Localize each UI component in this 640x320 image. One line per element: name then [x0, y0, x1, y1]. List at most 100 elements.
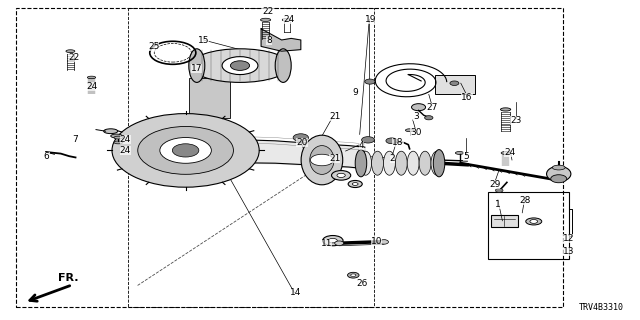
Text: 16: 16: [461, 93, 473, 102]
Text: TRV4B3310: TRV4B3310: [579, 303, 623, 312]
Text: 5: 5: [463, 152, 468, 161]
Ellipse shape: [328, 238, 337, 243]
Ellipse shape: [260, 18, 271, 21]
Bar: [435, 75, 475, 94]
Circle shape: [386, 138, 397, 144]
Circle shape: [138, 126, 234, 174]
Ellipse shape: [383, 151, 396, 175]
Ellipse shape: [111, 134, 122, 138]
Text: 22: 22: [262, 7, 274, 16]
Text: 24: 24: [120, 135, 131, 144]
Text: 20: 20: [296, 138, 308, 147]
Text: 12: 12: [563, 234, 574, 243]
Ellipse shape: [406, 129, 414, 132]
Text: 9: 9: [353, 88, 358, 97]
Ellipse shape: [547, 166, 571, 182]
Text: 13: 13: [563, 247, 574, 256]
Ellipse shape: [323, 236, 343, 246]
Circle shape: [230, 61, 250, 70]
Text: 17: 17: [191, 64, 202, 73]
Text: 14: 14: [290, 288, 301, 297]
Ellipse shape: [337, 173, 346, 178]
Text: 28: 28: [519, 196, 531, 204]
Text: 19: 19: [365, 15, 377, 24]
Ellipse shape: [66, 50, 75, 53]
Ellipse shape: [114, 136, 123, 139]
Circle shape: [172, 144, 199, 157]
Ellipse shape: [550, 175, 567, 183]
Bar: [488, 192, 569, 259]
Bar: [128, 8, 374, 307]
Ellipse shape: [355, 150, 367, 177]
Text: 3: 3: [413, 112, 419, 121]
Circle shape: [365, 79, 375, 84]
Text: 10: 10: [371, 237, 382, 246]
Circle shape: [450, 81, 459, 85]
Text: 26: 26: [356, 279, 367, 288]
Ellipse shape: [501, 152, 510, 155]
Text: 7: 7: [73, 135, 78, 144]
Ellipse shape: [530, 220, 538, 223]
Ellipse shape: [412, 104, 426, 111]
Ellipse shape: [360, 151, 372, 175]
Ellipse shape: [332, 171, 351, 180]
Text: 24: 24: [120, 146, 131, 155]
Text: 15: 15: [198, 36, 209, 44]
Text: 11: 11: [321, 239, 332, 248]
Ellipse shape: [396, 151, 407, 175]
Text: 24: 24: [283, 15, 294, 24]
Circle shape: [310, 154, 333, 166]
Text: 25: 25: [148, 42, 159, 51]
Ellipse shape: [380, 240, 388, 244]
Circle shape: [495, 188, 503, 192]
Ellipse shape: [353, 182, 358, 186]
Polygon shape: [261, 29, 301, 51]
Text: 29: 29: [489, 180, 500, 188]
Ellipse shape: [552, 165, 565, 170]
Text: 8: 8: [266, 36, 271, 44]
Ellipse shape: [455, 152, 463, 155]
Text: 18: 18: [392, 138, 404, 147]
Ellipse shape: [335, 241, 344, 245]
Text: 30: 30: [410, 128, 422, 137]
Ellipse shape: [348, 272, 359, 278]
Ellipse shape: [526, 218, 541, 225]
Bar: [16, 8, 563, 307]
Bar: [491, 215, 518, 227]
Text: 21: 21: [329, 154, 340, 163]
Ellipse shape: [282, 19, 291, 21]
Ellipse shape: [189, 49, 205, 83]
Text: 24: 24: [504, 148, 516, 156]
Text: 4: 4: [359, 141, 364, 150]
Ellipse shape: [351, 274, 356, 276]
Ellipse shape: [104, 129, 118, 134]
Text: 21: 21: [329, 112, 340, 121]
Text: 6: 6: [44, 152, 49, 161]
Ellipse shape: [372, 151, 383, 175]
Ellipse shape: [407, 151, 419, 175]
Ellipse shape: [114, 141, 123, 144]
Ellipse shape: [275, 49, 291, 83]
Ellipse shape: [500, 108, 511, 111]
Ellipse shape: [431, 151, 443, 175]
Text: 23: 23: [510, 116, 522, 124]
Ellipse shape: [433, 150, 445, 177]
Ellipse shape: [87, 76, 96, 79]
Ellipse shape: [191, 49, 290, 83]
Text: 22: 22: [68, 53, 79, 62]
Ellipse shape: [348, 180, 362, 188]
Circle shape: [293, 134, 308, 141]
Text: 27: 27: [426, 103, 438, 112]
Text: 2: 2: [390, 154, 395, 163]
Text: 1: 1: [495, 200, 500, 209]
Ellipse shape: [310, 146, 334, 174]
Ellipse shape: [425, 116, 433, 120]
Circle shape: [112, 114, 259, 187]
Circle shape: [362, 137, 374, 143]
Circle shape: [160, 138, 211, 163]
Bar: [189, 78, 230, 118]
Text: FR.: FR.: [58, 273, 78, 283]
Text: 24: 24: [86, 82, 97, 91]
Circle shape: [222, 57, 258, 75]
Ellipse shape: [419, 151, 431, 175]
